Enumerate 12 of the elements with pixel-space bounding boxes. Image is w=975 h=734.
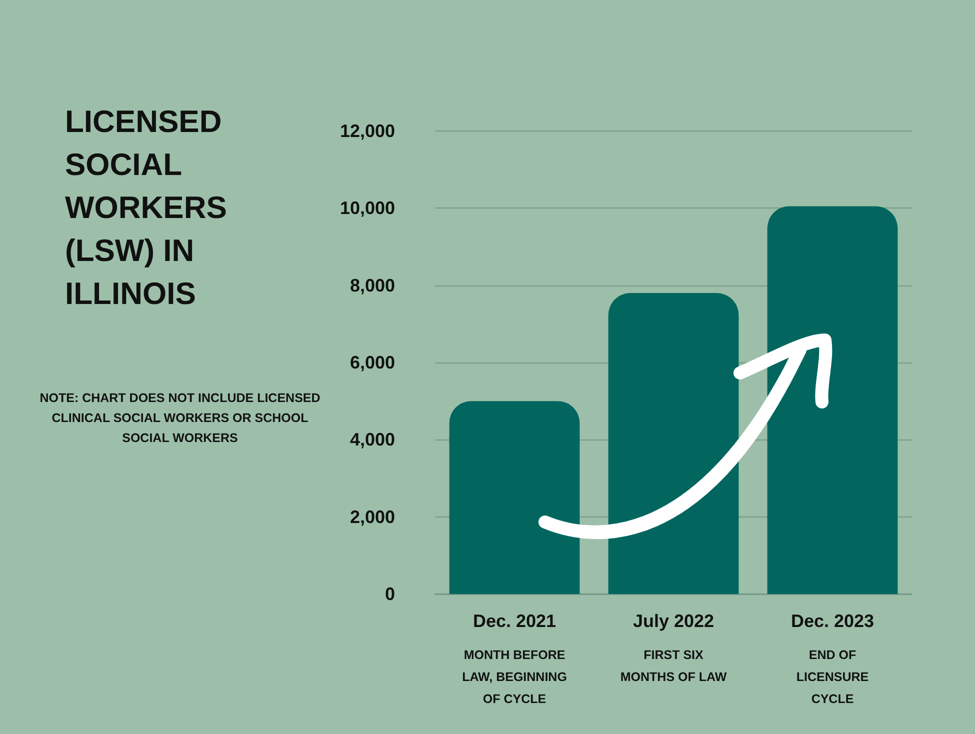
x-tick-label: Dec. 2023 END OF LICENSURE CYCLE [790,611,874,706]
y-tick-label: 6,000 [350,352,395,372]
text: LICENSED SOCIAL WORKERS (LSW) IN ILLINOIS [65,103,228,313]
text: NOTE: CHART DOES NOT INCLUDE LICENSED CLINICAL SOCIAL WORKERS OR SCHOOL SOCIAL WORKERS [38,390,322,447]
y-tick-label: 0 [384,584,395,604]
x-tick-label: July 2022 FIRST SIX MONTHS OF LAW [620,611,727,684]
x-tick-label: Dec. 2021 MONTH BEFORE LAW, BEGINNING OF CYCLE [462,611,567,706]
y-tick-label: 2,000 [350,506,395,527]
y-tick-label: 8,000 [350,275,395,296]
y-tick-label: 4,000 [350,430,395,450]
y-tick-label: 10,000 [340,198,395,218]
y-tick-label: 12,000 [340,121,395,141]
